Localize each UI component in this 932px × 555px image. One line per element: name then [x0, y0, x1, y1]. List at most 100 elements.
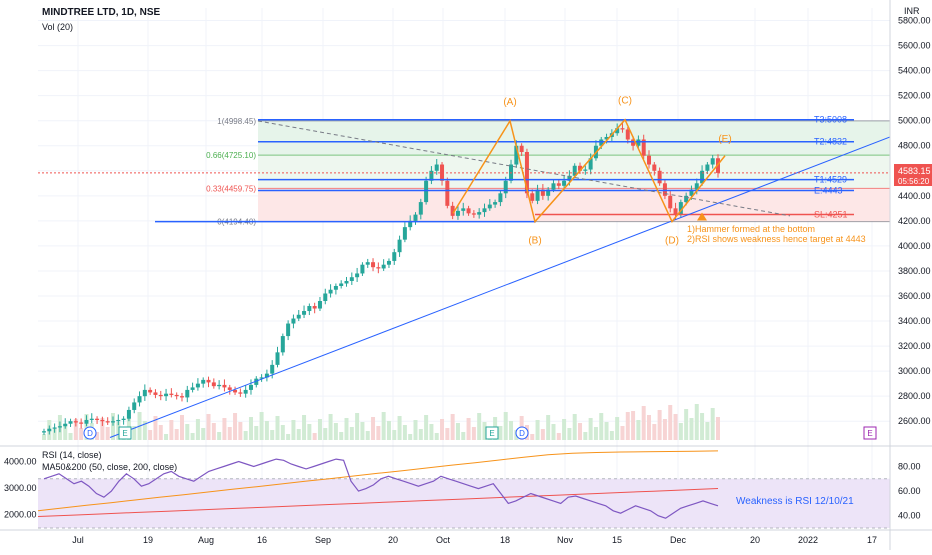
volume-bar [482, 422, 487, 440]
candle-body [662, 183, 667, 196]
candle-body [211, 382, 216, 387]
volume-bar [371, 417, 376, 440]
candle-body [270, 364, 275, 374]
currency-label[interactable]: INR [904, 6, 920, 16]
volume-bar [445, 428, 450, 440]
candle-body [286, 323, 291, 337]
volume-bar [307, 424, 312, 440]
volume-bar [286, 434, 291, 440]
note-1: 1)Hammer formed at the bottom [687, 224, 815, 234]
event-marker [515, 426, 529, 440]
candle-body [445, 180, 450, 206]
level-label: E:4443 [814, 185, 843, 195]
volume-bar [52, 429, 57, 440]
candle-body [588, 158, 593, 170]
y-tick-label: 3000.00 [898, 366, 931, 376]
volume-bar [418, 429, 423, 440]
y-tick-label: 4000.00 [898, 241, 931, 251]
x-tick-label: Dec [670, 535, 687, 545]
volume-bar [291, 420, 296, 440]
y-tick-label: 3400.00 [898, 316, 931, 326]
annotation-lines [38, 118, 891, 438]
volume-bar [689, 418, 694, 440]
candle-body [471, 213, 476, 215]
x-tick-label: Nov [557, 535, 574, 545]
candle-body [302, 311, 307, 315]
volume-bar [360, 422, 365, 440]
volume-bar [620, 426, 625, 440]
y-tick-label: 2600.00 [898, 416, 931, 426]
candle-body [567, 175, 572, 181]
candle-body [238, 392, 243, 394]
candle-body [599, 139, 604, 146]
volume-bar [264, 421, 269, 440]
candle-body [317, 301, 322, 309]
volume-bar [535, 420, 540, 440]
volume-bar [174, 429, 179, 440]
volume-bar [333, 423, 338, 440]
candle-body [710, 158, 715, 165]
event-marker [863, 426, 877, 440]
volume-bar [317, 419, 322, 440]
fib-label: 0.66(4725.10) [206, 151, 256, 160]
ma-tick: 4000.00 [4, 456, 37, 466]
volume-bar [42, 434, 46, 440]
volume-bar [662, 419, 667, 440]
volume-bar [254, 426, 259, 440]
candle-body [344, 280, 349, 284]
volume-bar [716, 417, 720, 440]
candle-body [264, 373, 269, 378]
y-tick-label: 4400.00 [898, 191, 931, 201]
candle-body [578, 165, 583, 171]
volume-bar [413, 420, 418, 440]
event-marker-label: D [87, 429, 93, 438]
volume-bar [100, 418, 105, 440]
candle-body [280, 336, 285, 353]
volume-bar [429, 424, 434, 440]
candle-body [222, 384, 227, 388]
candle-body [641, 139, 646, 156]
candle-body [137, 396, 142, 403]
candle-body [551, 183, 556, 190]
volume-bar [604, 422, 609, 440]
candle-body [700, 170, 705, 184]
x-tick-label: 15 [612, 535, 622, 545]
candle-body [461, 208, 466, 211]
volume-bar [694, 404, 699, 440]
x-tick-label: Sep [315, 535, 331, 545]
candle-body [694, 183, 699, 190]
candle-body [195, 383, 200, 388]
candle-body [333, 285, 338, 290]
rsi-band [38, 478, 890, 528]
candle-body [386, 260, 391, 265]
candle-body [668, 195, 673, 209]
y-tick-label: 3600.00 [898, 291, 931, 301]
candle-body [259, 377, 264, 379]
volume-bar [588, 418, 593, 440]
volume-bar [355, 413, 360, 440]
candle-body [100, 419, 105, 422]
hammer-arrow [697, 212, 707, 221]
ma-tick: 2000.00 [4, 510, 37, 520]
volume-bar [593, 427, 598, 440]
volume-bar [63, 424, 68, 440]
volume-bar [471, 427, 476, 440]
volume-bar [599, 413, 604, 440]
candle-body [477, 212, 482, 215]
candle-body [498, 193, 503, 203]
candle-body [376, 267, 381, 269]
candle-body [519, 145, 524, 152]
volume-bar [440, 419, 445, 440]
volume-bar [551, 424, 556, 440]
volume-bar [562, 419, 567, 440]
candle-body [42, 431, 46, 433]
event-marker-label: E [122, 429, 127, 438]
y-tick-label: 5400.00 [898, 66, 931, 76]
volume-bar [684, 409, 689, 440]
candle-body [562, 180, 567, 186]
y-tick-label: 5000.00 [898, 116, 931, 126]
volume-bar [434, 433, 439, 440]
volume-bar [79, 428, 84, 440]
rsi-pane: 80.00 60.00 40.00 4000.00 3000.00 2000.00 [4, 450, 921, 529]
